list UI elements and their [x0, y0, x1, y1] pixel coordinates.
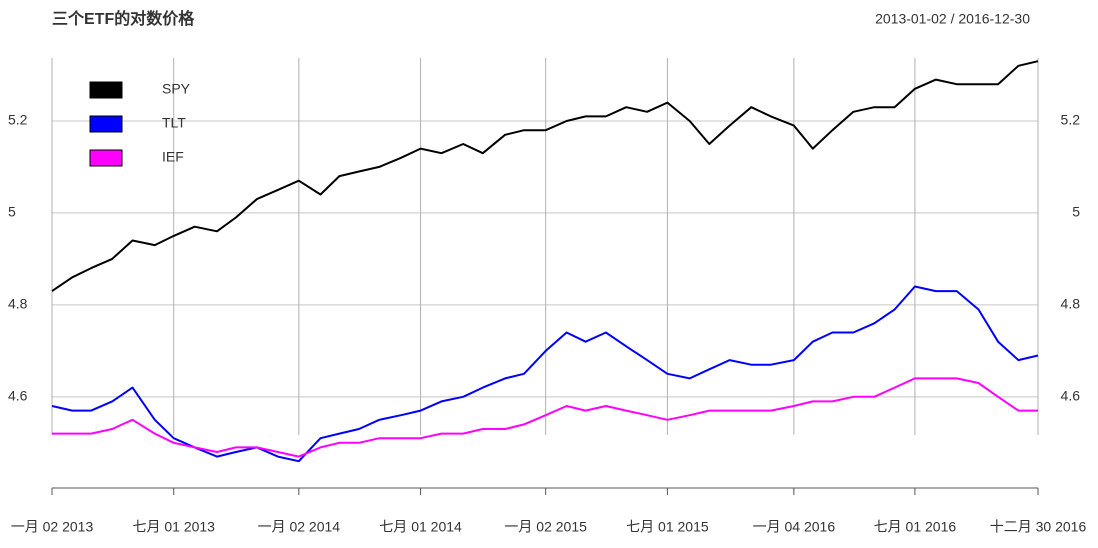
x-tick-label: 七月 01 2015: [626, 519, 709, 535]
legend-swatch: [89, 115, 123, 133]
y-tick-label-right: 4.8: [1061, 296, 1081, 312]
x-tick-label: 一月 02 2013: [11, 519, 94, 535]
legend-swatch: [89, 149, 123, 167]
legend-label: SPY: [162, 81, 191, 97]
y-tick-label: 5: [8, 204, 16, 220]
legend-label: TLT: [162, 115, 186, 131]
x-tick-label: 一月 04 2016: [753, 519, 836, 535]
series-line: [52, 377, 1038, 458]
x-tick-label: 十二月 30 2016: [990, 519, 1087, 535]
x-tick-label: 一月 02 2014: [258, 519, 341, 535]
y-tick-label-right: 5: [1072, 204, 1080, 220]
y-tick-label-right: 5.2: [1061, 112, 1081, 128]
x-tick-label: 七月 01 2013: [132, 519, 215, 535]
chart-title: 三个ETF的对数价格: [52, 9, 195, 28]
y-tick-label: 4.8: [8, 296, 28, 312]
x-tick-label: 一月 02 2015: [504, 519, 587, 535]
y-tick-label: 4.6: [8, 388, 28, 404]
x-tick-label: 七月 01 2016: [874, 519, 957, 535]
x-tick-label: 七月 01 2014: [379, 519, 462, 535]
legend-label: IEF: [162, 149, 184, 165]
y-tick-label: 5.2: [8, 112, 28, 128]
chart-subtitle: 2013-01-02 / 2016-12-30: [875, 11, 1030, 27]
series-line: [51, 60, 1039, 292]
series-line: [51, 285, 1039, 463]
legend-swatch: [89, 81, 123, 99]
y-tick-label-right: 4.6: [1061, 388, 1081, 404]
